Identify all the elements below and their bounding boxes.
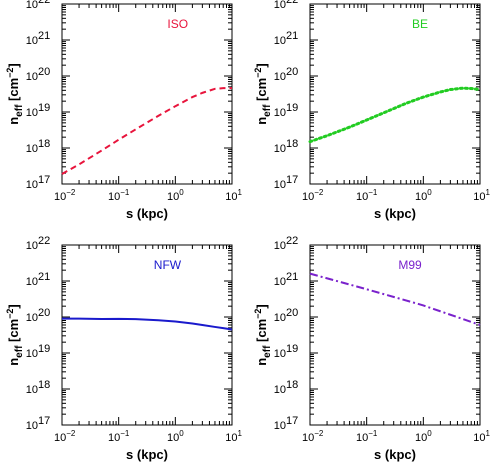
x-tick-label: 10−1 bbox=[356, 429, 378, 444]
y-tick-label-exponent: 18 bbox=[38, 379, 50, 391]
y-tick-label: 10 bbox=[26, 35, 38, 47]
y-tick-label-exponent: 19 bbox=[38, 102, 50, 114]
panel-label: NFW bbox=[154, 258, 182, 272]
series-line-be bbox=[308, 86, 482, 144]
x-tick-label: 100 bbox=[167, 429, 184, 444]
series-line-nfw bbox=[62, 317, 233, 331]
panel-label: M99 bbox=[398, 258, 422, 272]
x-tick-label: 10−1 bbox=[356, 188, 378, 203]
y-tick-label: 10 bbox=[26, 348, 38, 360]
y-tick-label: 10 bbox=[274, 35, 286, 47]
plot-frame bbox=[309, 3, 481, 185]
x-tick-label: 10−1 bbox=[108, 188, 130, 203]
y-tick-label: 10 bbox=[274, 276, 286, 288]
x-axis-label: s (kpc) bbox=[126, 206, 168, 221]
y-tick-label: 10 bbox=[26, 143, 38, 155]
y-tick-label-exponent: 21 bbox=[286, 271, 298, 283]
panel-label: ISO bbox=[167, 17, 188, 31]
y-tick-label-exponent: 20 bbox=[38, 66, 50, 78]
y-tick-label: 10 bbox=[26, 312, 38, 324]
x-tick-label: 10−1 bbox=[108, 429, 130, 444]
y-tick-label: 10 bbox=[274, 384, 286, 396]
x-tick-label: 100 bbox=[167, 188, 184, 203]
y-tick-label-exponent: 19 bbox=[38, 343, 50, 355]
x-tick-label: 10−2 bbox=[54, 429, 76, 444]
y-tick-label-exponent: 21 bbox=[38, 271, 50, 283]
series-line-iso bbox=[61, 87, 232, 175]
y-tick-label-exponent: 19 bbox=[286, 343, 298, 355]
y-tick-label-exponent: 20 bbox=[286, 66, 298, 78]
y-tick-label-exponent: 17 bbox=[286, 174, 298, 186]
y-tick-label-exponent: 21 bbox=[286, 30, 298, 42]
y-tick-label-exponent: 18 bbox=[286, 138, 298, 150]
y-tick-label: 10 bbox=[26, 240, 38, 252]
y-tick-label: 10 bbox=[274, 312, 286, 324]
y-axis-label: neff [cm−2] bbox=[5, 304, 25, 366]
panel-label: BE bbox=[412, 17, 428, 31]
y-tick-label: 10 bbox=[274, 143, 286, 155]
y-tick-label-exponent: 22 bbox=[38, 235, 50, 247]
x-axis-label: s (kpc) bbox=[374, 447, 416, 462]
y-tick-label: 10 bbox=[274, 240, 286, 252]
y-axis-label: neff [cm−2] bbox=[5, 63, 25, 125]
x-tick-label: 101 bbox=[225, 188, 242, 203]
y-tick-label-exponent: 22 bbox=[286, 0, 298, 6]
x-tick-label: 10−2 bbox=[302, 188, 324, 203]
x-tick-label: 100 bbox=[415, 429, 432, 444]
y-tick-label: 10 bbox=[26, 0, 38, 11]
y-tick-label: 10 bbox=[26, 384, 38, 396]
x-axis-label: s (kpc) bbox=[374, 206, 416, 221]
y-tick-label-exponent: 17 bbox=[38, 174, 50, 186]
y-tick-label: 10 bbox=[26, 276, 38, 288]
x-tick-label: 10−2 bbox=[302, 429, 324, 444]
y-axis-label: neff [cm−2] bbox=[253, 304, 273, 366]
y-tick-label: 10 bbox=[274, 420, 286, 432]
y-tick-label: 10 bbox=[26, 179, 38, 191]
y-tick-label: 10 bbox=[26, 420, 38, 432]
x-tick-label: 101 bbox=[473, 429, 490, 444]
y-tick-label-exponent: 18 bbox=[38, 138, 50, 150]
x-tick-label: 100 bbox=[415, 188, 432, 203]
y-tick-label-exponent: 19 bbox=[286, 102, 298, 114]
x-tick-label: 101 bbox=[473, 188, 490, 203]
y-tick-label: 10 bbox=[274, 179, 286, 191]
y-tick-label: 10 bbox=[274, 348, 286, 360]
x-tick-label: 101 bbox=[225, 429, 242, 444]
plot-frame bbox=[61, 3, 233, 185]
y-tick-label-exponent: 20 bbox=[286, 307, 298, 319]
y-tick-label: 10 bbox=[26, 107, 38, 119]
x-tick-label: 10−2 bbox=[54, 188, 76, 203]
y-tick-label: 10 bbox=[274, 107, 286, 119]
y-tick-label: 10 bbox=[274, 0, 286, 11]
y-tick-label-exponent: 17 bbox=[286, 415, 298, 427]
y-tick-label-exponent: 21 bbox=[38, 30, 50, 42]
plot-frame bbox=[61, 244, 233, 426]
y-tick-label: 10 bbox=[26, 71, 38, 83]
x-axis-label: s (kpc) bbox=[126, 447, 168, 462]
y-tick-label-exponent: 22 bbox=[38, 0, 50, 6]
y-tick-label-exponent: 17 bbox=[38, 415, 50, 427]
y-axis-label: neff [cm−2] bbox=[253, 63, 273, 125]
series-line-m99 bbox=[309, 272, 481, 326]
y-tick-label: 10 bbox=[274, 71, 286, 83]
plot-frame bbox=[309, 244, 481, 426]
y-tick-label-exponent: 22 bbox=[286, 235, 298, 247]
y-tick-label-exponent: 20 bbox=[38, 307, 50, 319]
y-tick-label-exponent: 18 bbox=[286, 379, 298, 391]
